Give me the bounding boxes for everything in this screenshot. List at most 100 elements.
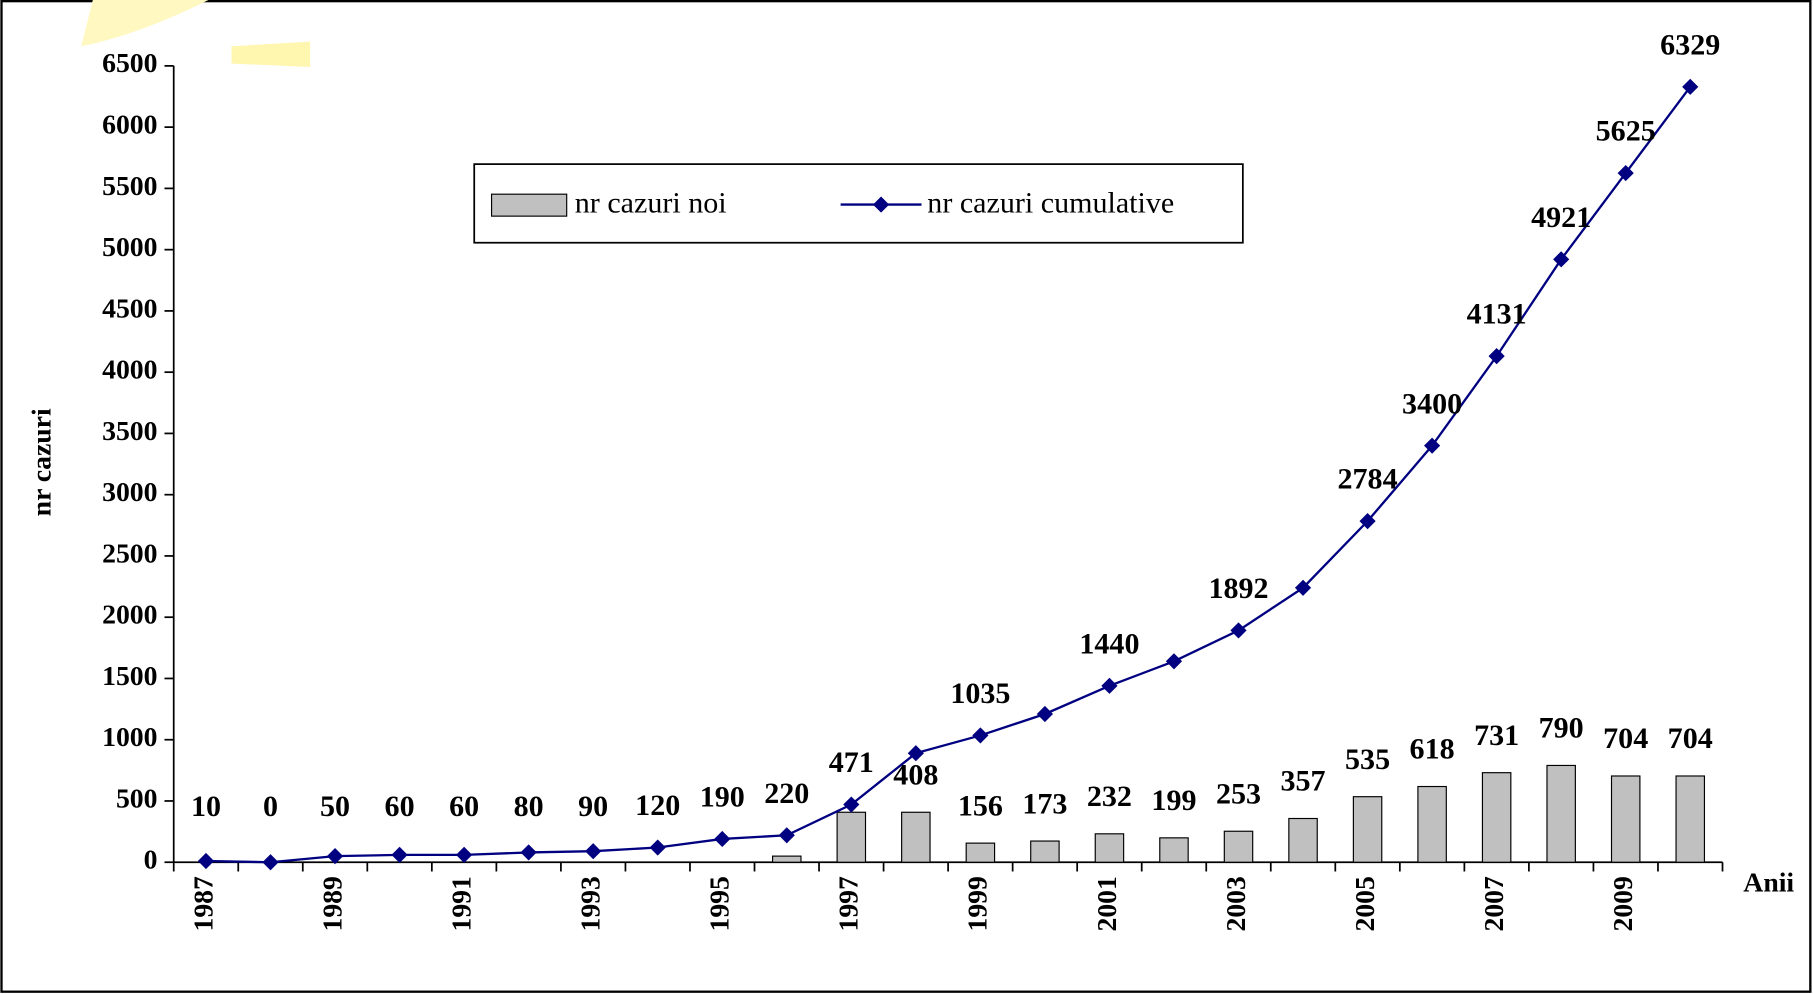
- point: [1617, 164, 1634, 182]
- data-label: 120: [635, 788, 680, 822]
- data-label: 220: [764, 776, 809, 810]
- data-label: 704: [1668, 721, 1713, 755]
- y-axis-title: nr cazuri: [26, 408, 57, 516]
- point: [714, 830, 731, 848]
- data-label: 60: [449, 789, 479, 823]
- point: [1359, 513, 1376, 530]
- y-tick-label: 1500: [102, 660, 157, 691]
- bar: [836, 811, 867, 863]
- bar: [901, 811, 931, 863]
- bar: [1288, 817, 1318, 863]
- data-label: 704: [1603, 721, 1648, 755]
- data-label: 190: [700, 780, 745, 814]
- data-label: 173: [1022, 786, 1067, 820]
- data-label: 4131: [1467, 297, 1527, 331]
- legend-marker: [872, 196, 890, 213]
- point: [262, 854, 279, 871]
- data-label: 535: [1345, 742, 1390, 776]
- x-tick-label: 1999: [962, 876, 993, 931]
- y-tick-label: 4500: [102, 292, 157, 323]
- point: [972, 727, 989, 744]
- legend-label: nr cazuri cumulative: [927, 186, 1174, 220]
- data-label: 1892: [1208, 571, 1268, 605]
- bar: [1352, 796, 1383, 863]
- y-tick-label: 3000: [102, 476, 157, 507]
- bar: [1094, 833, 1125, 863]
- point: [326, 848, 344, 865]
- point: [197, 852, 215, 870]
- legend: nr cazuri noi nr cazuri cumulative: [473, 163, 1244, 244]
- bar: [1223, 830, 1254, 863]
- x-tick-label: 1991: [445, 876, 476, 931]
- data-label: 3400: [1402, 386, 1462, 420]
- data-label: 4921: [1531, 200, 1591, 234]
- data-label: 232: [1087, 779, 1132, 813]
- data-label: 1440: [1079, 626, 1139, 660]
- decoration: [81, 0, 209, 47]
- x-tick-label: 1989: [316, 876, 347, 931]
- y-tick-label: 6500: [102, 47, 157, 78]
- legend-label: nr cazuri noi: [575, 186, 727, 220]
- y-tick-label: 3500: [102, 415, 157, 446]
- point: [391, 846, 408, 863]
- data-label: 60: [385, 789, 415, 823]
- bar: [1610, 775, 1641, 863]
- y-tick-label: 2000: [102, 599, 157, 630]
- x-tick-label: 2005: [1349, 876, 1380, 931]
- legend-swatch: [490, 193, 568, 217]
- data-label: 50: [320, 789, 350, 823]
- data-label: 357: [1281, 764, 1326, 798]
- y-tick-label: 5500: [102, 170, 157, 201]
- point: [907, 745, 924, 762]
- x-tick-label: 1993: [575, 876, 606, 931]
- x-tick-label: 2007: [1478, 876, 1509, 932]
- data-label: 1035: [950, 676, 1010, 710]
- data-label: 408: [893, 757, 938, 791]
- data-label: 2784: [1338, 462, 1398, 496]
- y-tick-label: 2500: [102, 537, 157, 568]
- bar: [1417, 785, 1447, 863]
- bar: [1546, 764, 1576, 863]
- x-tick-label: 1995: [704, 876, 735, 931]
- bar: [1030, 840, 1060, 863]
- line: [205, 86, 1692, 864]
- bar: [1481, 772, 1512, 863]
- data-label: 156: [958, 788, 1003, 822]
- data-label: 90: [578, 789, 608, 823]
- x-tick-label: 2009: [1607, 876, 1638, 931]
- point: [1553, 251, 1570, 268]
- point: [585, 843, 602, 860]
- data-label: 199: [1151, 783, 1196, 817]
- data-label: 0: [263, 789, 278, 823]
- data-label: 253: [1216, 776, 1261, 810]
- point: [778, 827, 795, 844]
- point: [520, 844, 537, 861]
- x-tick-label: 2003: [1220, 876, 1251, 931]
- x-axis-title: Anii: [1743, 867, 1794, 898]
- data-label: 5625: [1596, 114, 1656, 148]
- y-tick-label: 1000: [102, 721, 157, 752]
- y-tick-label: 4000: [102, 354, 157, 385]
- x-tick-label: 1997: [833, 876, 864, 932]
- bar: [772, 855, 802, 863]
- bar: [1675, 775, 1706, 863]
- data-label: 471: [829, 745, 874, 779]
- point: [456, 846, 473, 863]
- data-label: 731: [1474, 718, 1519, 752]
- y-tick-label: 500: [116, 782, 158, 813]
- data-label: 6329: [1660, 27, 1720, 61]
- bar: [965, 842, 996, 863]
- bar: [1159, 837, 1189, 863]
- point: [843, 796, 860, 813]
- x-tick-label: 2001: [1091, 876, 1122, 931]
- data-label: 80: [514, 789, 544, 823]
- y-tick-label: 6000: [102, 108, 157, 139]
- data-label: 790: [1539, 711, 1584, 745]
- y-tick-label: 5000: [102, 231, 157, 262]
- data-label: 10: [191, 789, 221, 823]
- point: [649, 839, 666, 856]
- decoration: [231, 41, 311, 68]
- data-label: 618: [1410, 732, 1455, 766]
